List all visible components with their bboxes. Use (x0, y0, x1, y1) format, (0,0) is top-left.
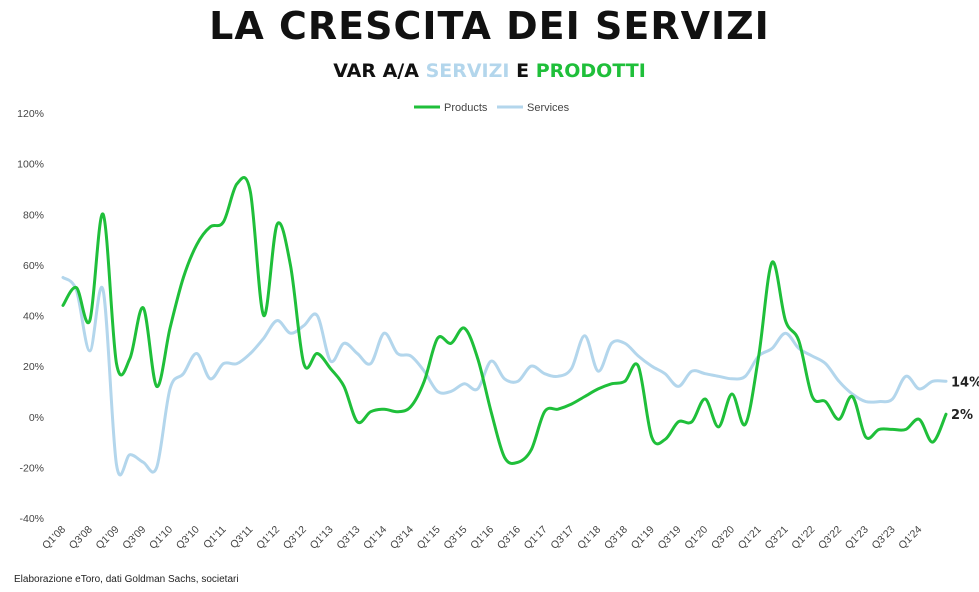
x-tick-label: Q1'08 (40, 524, 68, 552)
x-tick-label: Q3'19 (655, 524, 683, 552)
x-tick-label: Q1'15 (415, 524, 443, 552)
x-tick-label: Q1'12 (254, 524, 282, 552)
end-labels: 14% 2% (951, 375, 979, 423)
y-tick-label: -40% (19, 513, 44, 525)
series-line-services (61, 276, 948, 477)
x-tick-label: Q1'21 (736, 524, 764, 552)
source-note: Elaborazione eToro, dati Goldman Sachs, … (14, 574, 239, 585)
x-tick-label: Q3'11 (228, 524, 256, 552)
x-tick-label: Q1'13 (308, 524, 336, 552)
x-tick-label: Q1'23 (843, 524, 871, 552)
x-tick-label: Q3'08 (67, 524, 95, 552)
y-axis: -40% -20% 0% 20% 40% 60% 80% 100% 120% (17, 108, 44, 525)
legend: Products Services (414, 102, 570, 114)
x-tick-label: Q1'20 (682, 524, 710, 552)
y-tick-label: -20% (19, 462, 44, 474)
x-tick-label: Q1'22 (789, 524, 817, 552)
series-lines (61, 176, 948, 477)
subtitle-prefix: VAR A/A (333, 60, 426, 82)
x-tick-label: Q3'23 (870, 524, 898, 552)
x-tick-label: Q1'09 (94, 524, 122, 552)
chart-subtitle: VAR A/A SERVIZI E PRODOTTI (0, 60, 979, 82)
x-tick-label: Q3'20 (709, 524, 737, 552)
x-tick-label: Q1'14 (361, 524, 389, 552)
legend-label-products: Products (444, 102, 488, 114)
x-tick-label: Q3'14 (388, 524, 416, 552)
y-tick-label: 120% (17, 108, 44, 120)
x-tick-label: Q3'18 (602, 524, 630, 552)
x-tick-label: Q1'19 (629, 524, 657, 552)
series-line-products (61, 176, 948, 466)
subtitle-products: PRODOTTI (535, 60, 646, 82)
x-tick-label: Q3'16 (495, 524, 523, 552)
x-tick-label: Q1'11 (201, 524, 229, 552)
y-tick-label: 40% (23, 311, 44, 323)
y-tick-label: 80% (23, 209, 44, 221)
subtitle-services: SERVIZI (425, 60, 510, 82)
x-tick-label: Q3'12 (281, 524, 309, 552)
x-tick-label: Q1'18 (575, 524, 603, 552)
x-tick-label: Q1'10 (147, 524, 175, 552)
x-tick-label: Q1'24 (896, 524, 924, 552)
y-tick-label: 60% (23, 260, 44, 272)
subtitle-mid: E (509, 60, 536, 82)
end-label-products: 2% (951, 408, 973, 423)
x-tick-label: Q3'10 (174, 524, 202, 552)
x-tick-label: Q3'21 (763, 524, 791, 552)
x-tick-label: Q1'16 (468, 524, 496, 552)
y-tick-label: 100% (17, 159, 44, 171)
legend-label-services: Services (527, 102, 570, 114)
end-label-services: 14% (951, 375, 979, 390)
x-tick-label: Q3'13 (334, 524, 362, 552)
x-tick-label: Q3'17 (548, 524, 576, 552)
chart-title: LA CRESCITA DEI SERVIZI (209, 4, 770, 48)
y-tick-label: 0% (29, 412, 44, 424)
y-tick-label: 20% (23, 361, 44, 373)
x-tick-label: Q3'22 (816, 524, 844, 552)
x-tick-label: Q1'17 (522, 524, 550, 552)
x-tick-label: Q3'15 (441, 524, 469, 552)
x-tick-label: Q3'09 (120, 524, 148, 552)
